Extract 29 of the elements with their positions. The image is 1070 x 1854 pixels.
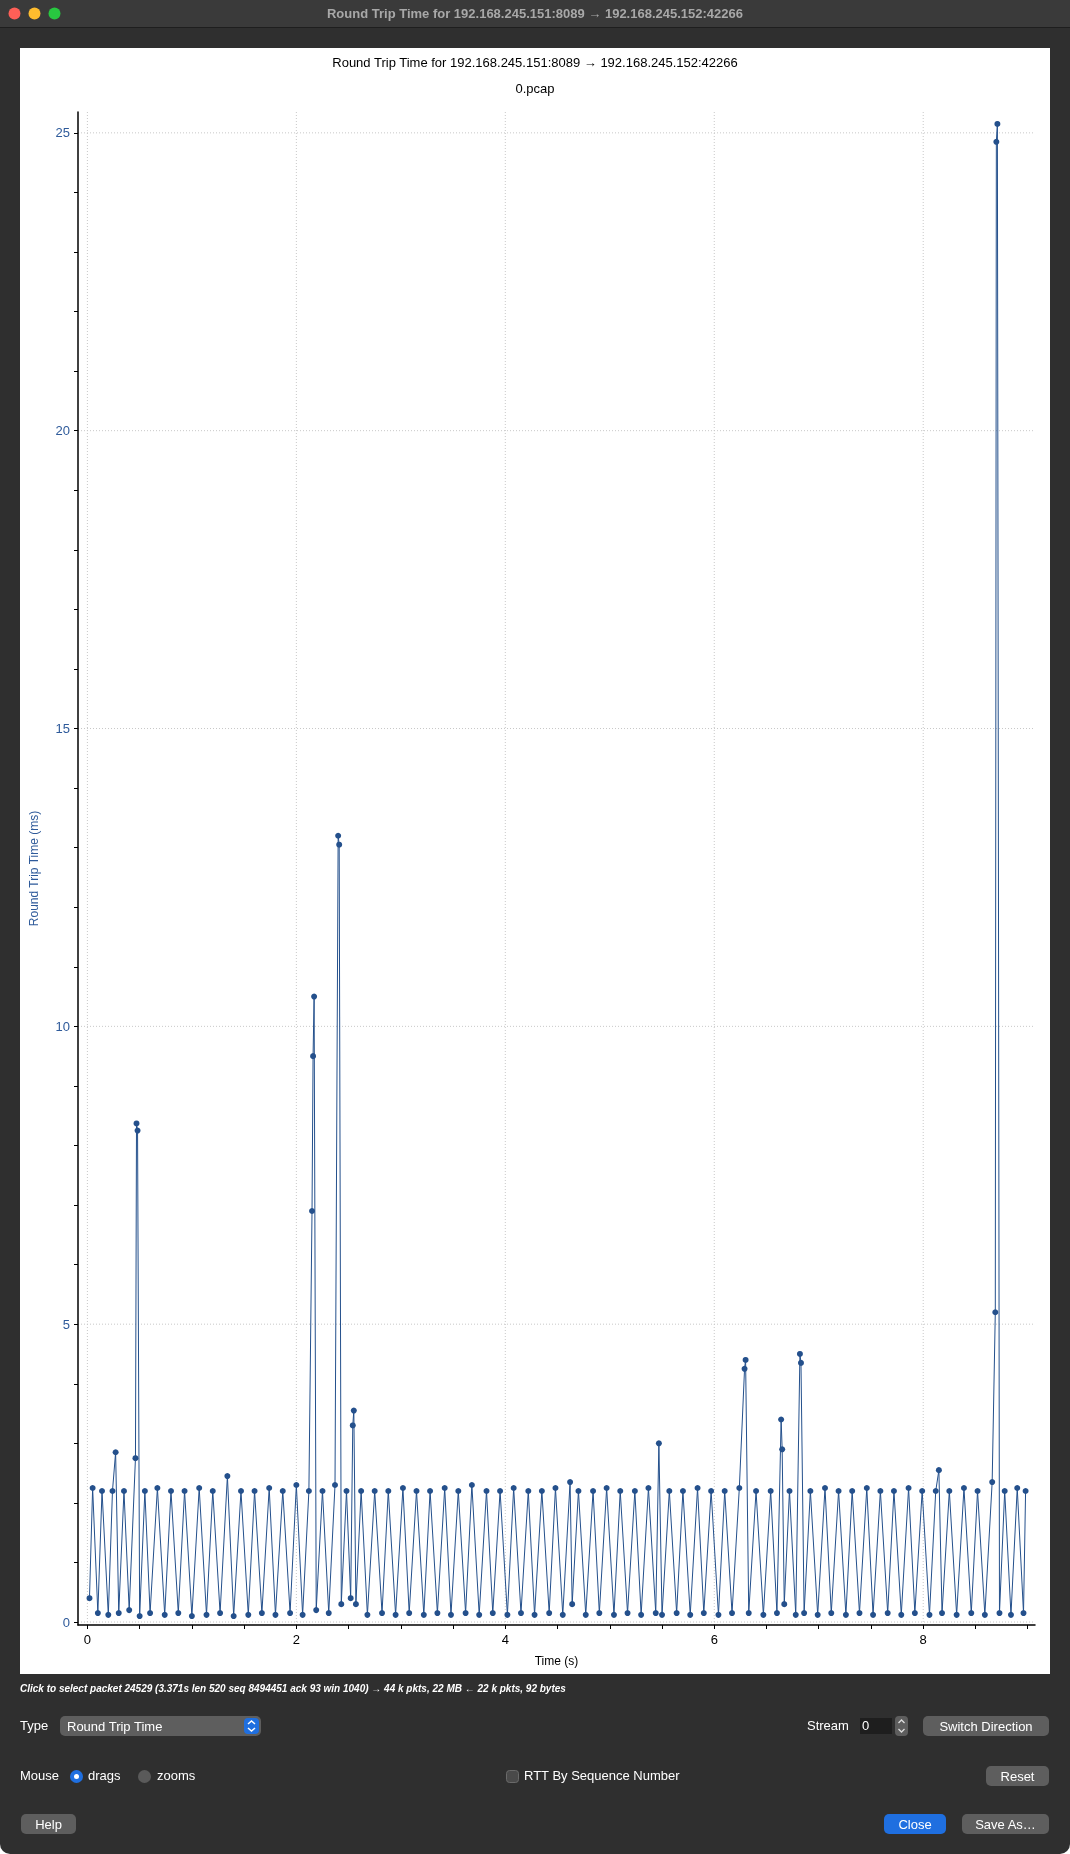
y-tick-label: 0 [62, 1614, 70, 1630]
text: Round Trip Time for 192.168.245.151:8089 → 192.168.245.152:42266 [326, 6, 744, 21]
dropdown: Round Trip Time [60, 1716, 261, 1736]
y-tick-label: 25 [55, 125, 70, 141]
x-tick-label: 8 [919, 1632, 927, 1647]
button: Help [21, 1814, 76, 1834]
button: Close [884, 1814, 946, 1834]
button: Switch Direction [923, 1716, 1049, 1736]
text: drags [88, 1768, 121, 1783]
text: RTT By Sequence Number [524, 1768, 680, 1783]
x-axis-title: Time (s) [534, 1654, 579, 1668]
button: Save As… [962, 1814, 1049, 1834]
chart-subtitle: 0.pcap [515, 81, 555, 96]
x-tick-label: 6 [710, 1632, 718, 1647]
chart-title: Round Trip Time for 192.168.245.151:8089 → 192.168.245.152:42266 [332, 55, 738, 70]
x-tick-label: 2 [292, 1632, 300, 1647]
y-axis-title: Round Trip Time (ms) [27, 810, 41, 927]
text: Type [20, 1718, 49, 1733]
y-tick-label: 10 [55, 1018, 70, 1034]
text: Click to select packet 24529 (3.371s len 520 seq 8494451 ack 93 win 1040) → 44 k pkts, 22 MB ← 22 k pkts, 92 bytes [20, 1683, 566, 1694]
button: Reset [986, 1766, 1049, 1786]
x-tick-label: 0 [83, 1632, 92, 1647]
text: zooms [157, 1768, 196, 1783]
y-tick-label: 20 [55, 423, 70, 439]
y-tick-label: 5 [62, 1316, 70, 1332]
x-tick-label: 4 [501, 1632, 509, 1647]
text: Stream [807, 1718, 849, 1733]
text: Mouse [20, 1768, 60, 1783]
y-tick-label: 15 [55, 721, 70, 737]
